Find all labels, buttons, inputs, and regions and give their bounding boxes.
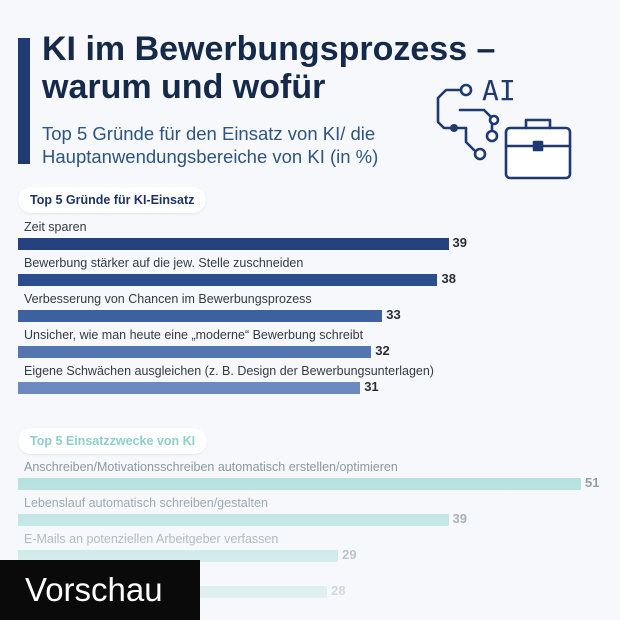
bar <box>18 346 372 358</box>
circuit-node-icon <box>488 114 500 126</box>
ai-briefcase-illustration: AI <box>436 74 572 180</box>
bar-row: Bewerbung stärker auf die jew. Stelle zu… <box>0 256 620 292</box>
bar-value-label: 29 <box>342 547 357 562</box>
briefcase-icon <box>504 126 572 180</box>
circuit-node-icon <box>473 147 487 161</box>
bar <box>18 478 581 490</box>
section-label-einsatzzwecke: Top 5 Einsatzzwecke von KI <box>18 428 208 454</box>
page-title: KI im Bewerbungsprozess – warum und wofü… <box>42 30 496 106</box>
bar-value-label: 33 <box>386 307 401 322</box>
bar-label: Verbesserung von Chancen im Bewerbungspr… <box>24 292 312 306</box>
bar-label: Unsicher, wie man heute eine „moderne“ B… <box>24 328 364 342</box>
circuit-line-icon <box>452 126 476 152</box>
bar-value-label: 39 <box>452 235 467 250</box>
bar-row: Lebenslauf automatisch schreiben/gestalt… <box>0 496 620 532</box>
bar-row: Verbesserung von Chancen im Bewerbungspr… <box>0 292 620 328</box>
briefcase-handle-icon <box>524 118 552 130</box>
ai-text-icon: AI <box>482 74 516 107</box>
bar-value-label: 31 <box>364 379 379 394</box>
bar <box>18 382 361 394</box>
bar-row: Unsicher, wie man heute eine „moderne“ B… <box>0 328 620 364</box>
bar-value-label: 39 <box>452 511 467 526</box>
bar-label: Eigene Schwächen ausgleichen (z. B. Desi… <box>24 364 434 378</box>
title-accent-bar <box>18 38 30 164</box>
bar <box>18 274 438 286</box>
bar-value-label: 38 <box>441 271 456 286</box>
circuit-dot-icon <box>450 124 458 132</box>
bar-row: Eigene Schwächen ausgleichen (z. B. Desi… <box>0 364 620 400</box>
bar-label: Lebenslauf automatisch schreiben/gestalt… <box>24 496 268 510</box>
bar-label: Bewerbung stärker auf die jew. Stelle zu… <box>24 256 304 270</box>
bar-label: Anschreiben/Motivationsschreiben automat… <box>24 460 398 474</box>
bar-value-label: 28 <box>331 583 346 598</box>
bar <box>18 238 449 250</box>
bar-value-label: 51 <box>585 475 600 490</box>
bar <box>18 310 383 322</box>
circuit-line-icon <box>436 88 464 130</box>
page-subtitle: Top 5 Gründe für den Einsatz von KI/ die… <box>42 123 379 167</box>
preview-label: Vorschau <box>0 560 200 620</box>
circuit-node-icon <box>485 129 499 143</box>
bar-label: E-Mails an potenziellen Arbeitgeber verf… <box>24 532 279 546</box>
section-label-gruende: Top 5 Gründe für KI-Einsatz <box>18 187 207 213</box>
briefcase-lock-icon <box>532 140 544 152</box>
bar-label: Zeit sparen <box>24 220 87 234</box>
bar-row: Zeit sparen 39 <box>0 220 620 256</box>
bar-value-label: 32 <box>375 343 390 358</box>
circuit-node-icon <box>459 83 473 97</box>
bar-row: Anschreiben/Motivationsschreiben automat… <box>0 460 620 496</box>
bar <box>18 514 449 526</box>
